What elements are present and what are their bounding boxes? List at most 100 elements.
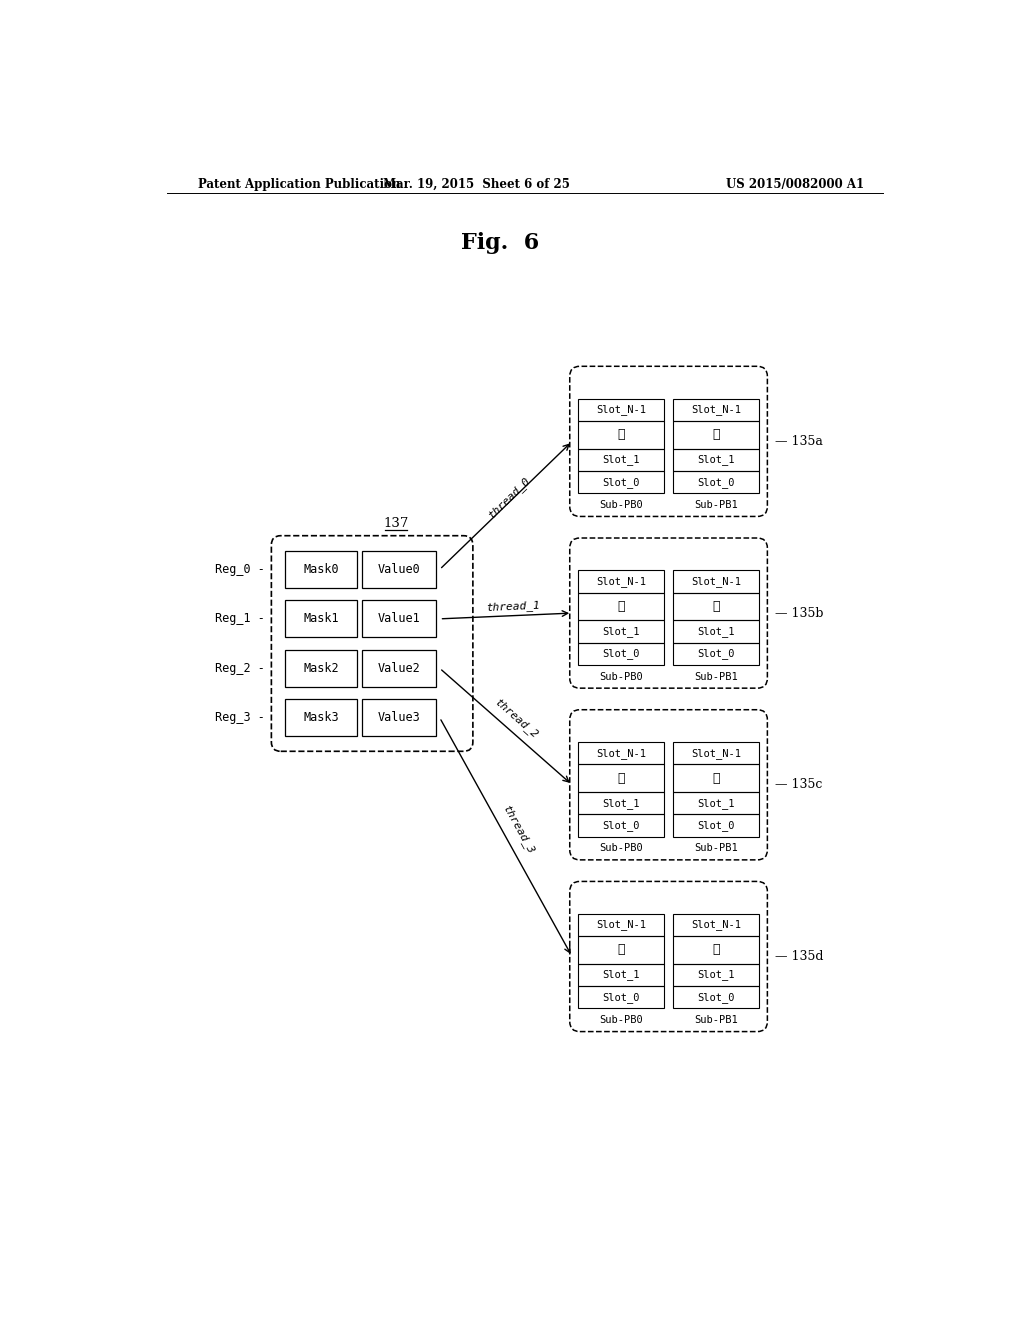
Text: Slot_1: Slot_1 <box>602 969 640 981</box>
Text: ⋮: ⋮ <box>617 428 625 441</box>
Bar <box>579 449 665 471</box>
Bar <box>579 620 665 643</box>
Text: Value2: Value2 <box>378 661 421 675</box>
Text: US 2015/0082000 A1: US 2015/0082000 A1 <box>726 178 864 190</box>
Text: Slot_1: Slot_1 <box>697 797 734 809</box>
Bar <box>673 399 759 421</box>
Bar <box>579 471 665 494</box>
Text: Slot_0: Slot_0 <box>697 648 734 660</box>
Bar <box>673 570 759 593</box>
Text: Mask3: Mask3 <box>303 711 339 723</box>
Text: Slot_N-1: Slot_N-1 <box>596 920 646 931</box>
Text: ⋮: ⋮ <box>712 944 720 957</box>
Text: Slot_0: Slot_0 <box>602 648 640 660</box>
Text: ⋮: ⋮ <box>712 772 720 785</box>
Bar <box>579 570 665 593</box>
Bar <box>673 471 759 494</box>
Bar <box>579 643 665 665</box>
Bar <box>673 913 759 936</box>
Text: Mask2: Mask2 <box>303 661 339 675</box>
Text: Sub-PB1: Sub-PB1 <box>694 843 737 853</box>
Bar <box>579 764 665 792</box>
Text: — 135b: — 135b <box>775 607 823 619</box>
Bar <box>362 649 436 686</box>
Text: Slot_1: Slot_1 <box>697 626 734 638</box>
Text: Slot_1: Slot_1 <box>602 797 640 809</box>
Text: Slot_N-1: Slot_N-1 <box>691 747 740 759</box>
Text: Slot_0: Slot_0 <box>697 820 734 832</box>
Text: ⋮: ⋮ <box>712 601 720 612</box>
Bar <box>286 601 357 638</box>
Text: Slot_0: Slot_0 <box>602 820 640 832</box>
Text: thread_0: thread_0 <box>486 475 532 520</box>
Bar <box>673 792 759 814</box>
Text: Slot_1: Slot_1 <box>602 626 640 638</box>
Text: Slot_N-1: Slot_N-1 <box>691 920 740 931</box>
Bar <box>673 742 759 764</box>
Text: Sub-PB0: Sub-PB0 <box>599 672 643 681</box>
Bar <box>579 986 665 1008</box>
Text: Mask1: Mask1 <box>303 612 339 626</box>
Bar <box>579 964 665 986</box>
Text: Slot_N-1: Slot_N-1 <box>691 576 740 587</box>
Text: Slot_N-1: Slot_N-1 <box>596 404 646 416</box>
Text: thread_3: thread_3 <box>501 804 537 857</box>
Text: Sub-PB1: Sub-PB1 <box>694 1015 737 1026</box>
Text: Reg_0 -: Reg_0 - <box>215 564 265 576</box>
Text: Value0: Value0 <box>378 564 421 576</box>
Text: — 135d: — 135d <box>775 950 823 964</box>
Bar <box>579 742 665 764</box>
Text: Slot_N-1: Slot_N-1 <box>596 576 646 587</box>
Bar <box>673 764 759 792</box>
Text: Sub-PB0: Sub-PB0 <box>599 500 643 510</box>
Text: Slot_N-1: Slot_N-1 <box>596 747 646 759</box>
Bar <box>579 814 665 837</box>
Text: Reg_3 -: Reg_3 - <box>215 711 265 723</box>
Text: Sub-PB1: Sub-PB1 <box>694 672 737 681</box>
Text: Slot_1: Slot_1 <box>602 454 640 466</box>
Bar <box>579 792 665 814</box>
Text: Slot_0: Slot_0 <box>697 991 734 1003</box>
Text: — 135c: — 135c <box>775 779 822 791</box>
Bar <box>286 649 357 686</box>
Bar <box>673 964 759 986</box>
Bar <box>673 421 759 449</box>
Text: Mask0: Mask0 <box>303 564 339 576</box>
Text: ⋮: ⋮ <box>617 601 625 612</box>
Text: ⋮: ⋮ <box>712 428 720 441</box>
Bar <box>673 620 759 643</box>
Text: thread_1: thread_1 <box>486 601 541 614</box>
Text: Slot_1: Slot_1 <box>697 969 734 981</box>
Bar <box>579 421 665 449</box>
Bar <box>673 986 759 1008</box>
Bar <box>673 449 759 471</box>
Text: Slot_N-1: Slot_N-1 <box>691 404 740 416</box>
Bar <box>579 399 665 421</box>
Bar <box>286 700 357 737</box>
Bar <box>673 936 759 964</box>
Bar <box>362 601 436 638</box>
Text: Sub-PB0: Sub-PB0 <box>599 843 643 853</box>
Text: ⋮: ⋮ <box>617 944 625 957</box>
Text: Slot_0: Slot_0 <box>697 477 734 487</box>
Text: Sub-PB1: Sub-PB1 <box>694 500 737 510</box>
Text: Value1: Value1 <box>378 612 421 626</box>
Text: Sub-PB0: Sub-PB0 <box>599 1015 643 1026</box>
Text: Mar. 19, 2015  Sheet 6 of 25: Mar. 19, 2015 Sheet 6 of 25 <box>383 178 570 190</box>
Text: Slot_0: Slot_0 <box>602 991 640 1003</box>
Bar <box>579 936 665 964</box>
Text: thread_2: thread_2 <box>494 697 541 741</box>
Bar <box>673 643 759 665</box>
Text: — 135a: — 135a <box>775 434 823 447</box>
Text: Slot_0: Slot_0 <box>602 477 640 487</box>
Text: Reg_1 -: Reg_1 - <box>215 612 265 626</box>
Text: 137: 137 <box>384 516 409 529</box>
Bar <box>362 552 436 589</box>
Bar <box>286 552 357 589</box>
Bar <box>673 593 759 620</box>
Text: Value3: Value3 <box>378 711 421 723</box>
Bar <box>362 700 436 737</box>
Text: Patent Application Publication: Patent Application Publication <box>198 178 400 190</box>
Text: ⋮: ⋮ <box>617 772 625 785</box>
Bar <box>673 814 759 837</box>
